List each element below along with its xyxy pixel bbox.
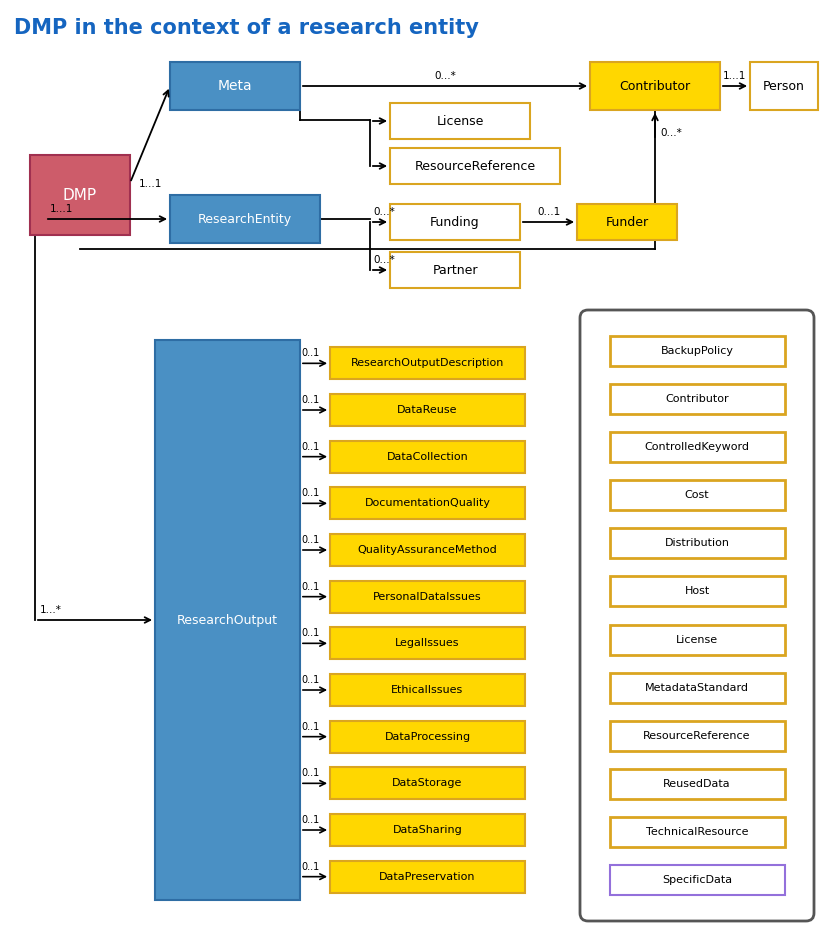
FancyBboxPatch shape <box>330 674 525 706</box>
Text: 0...*: 0...* <box>373 207 395 217</box>
FancyBboxPatch shape <box>330 628 525 659</box>
Text: ResearchOutput: ResearchOutput <box>177 613 278 627</box>
Text: SpecificData: SpecificData <box>662 875 732 885</box>
Text: DataStorage: DataStorage <box>392 779 463 788</box>
FancyBboxPatch shape <box>610 336 785 366</box>
Text: Distribution: Distribution <box>664 538 729 549</box>
Text: Host: Host <box>685 586 710 597</box>
Text: Meta: Meta <box>218 79 252 93</box>
FancyBboxPatch shape <box>610 720 785 750</box>
Text: DataPreservation: DataPreservation <box>379 871 476 882</box>
FancyBboxPatch shape <box>390 148 560 184</box>
FancyBboxPatch shape <box>610 384 785 414</box>
Text: EthicalIssues: EthicalIssues <box>392 685 463 695</box>
FancyBboxPatch shape <box>750 62 818 110</box>
Text: 0..1: 0..1 <box>301 721 319 732</box>
Text: 0..1: 0..1 <box>301 535 319 545</box>
FancyBboxPatch shape <box>330 534 525 566</box>
Text: DMP in the context of a research entity: DMP in the context of a research entity <box>14 18 479 38</box>
Text: ResourceReference: ResourceReference <box>643 731 751 741</box>
Text: Contributor: Contributor <box>665 394 729 404</box>
Text: 0..1: 0..1 <box>301 395 319 405</box>
Text: Funding: Funding <box>430 216 480 229</box>
Text: 1...1: 1...1 <box>724 71 747 81</box>
FancyBboxPatch shape <box>330 581 525 613</box>
FancyBboxPatch shape <box>610 480 785 510</box>
Text: License: License <box>436 114 484 128</box>
FancyBboxPatch shape <box>390 252 520 288</box>
Text: BackupPolicy: BackupPolicy <box>661 346 733 356</box>
Text: Person: Person <box>763 80 805 93</box>
Text: 1...1: 1...1 <box>50 204 74 214</box>
FancyBboxPatch shape <box>30 155 130 235</box>
FancyBboxPatch shape <box>610 432 785 462</box>
FancyBboxPatch shape <box>330 441 525 473</box>
Text: Funder: Funder <box>605 216 648 229</box>
FancyBboxPatch shape <box>390 103 530 139</box>
FancyBboxPatch shape <box>390 204 520 240</box>
FancyBboxPatch shape <box>330 394 525 426</box>
Text: MetadataStandard: MetadataStandard <box>645 683 749 692</box>
Text: 0...1: 0...1 <box>537 207 560 217</box>
Text: 0..1: 0..1 <box>301 675 319 685</box>
Text: 0...*: 0...* <box>373 255 395 265</box>
Text: 0..1: 0..1 <box>301 348 319 358</box>
FancyBboxPatch shape <box>330 767 525 799</box>
Text: 0..1: 0..1 <box>301 628 319 639</box>
Text: PersonalDataIssues: PersonalDataIssues <box>373 592 482 601</box>
Text: Contributor: Contributor <box>620 80 691 93</box>
Text: DocumentationQuality: DocumentationQuality <box>364 498 491 508</box>
Text: 0..1: 0..1 <box>301 442 319 452</box>
FancyBboxPatch shape <box>330 861 525 893</box>
Text: 0...*: 0...* <box>660 128 681 138</box>
FancyBboxPatch shape <box>155 340 300 900</box>
Text: ResourceReference: ResourceReference <box>415 159 535 173</box>
Text: Cost: Cost <box>685 491 710 500</box>
FancyBboxPatch shape <box>170 62 300 110</box>
Text: LegalIssues: LegalIssues <box>396 639 460 648</box>
FancyBboxPatch shape <box>610 865 785 895</box>
FancyBboxPatch shape <box>330 347 525 379</box>
Text: DataSharing: DataSharing <box>392 825 463 835</box>
Text: 0...*: 0...* <box>434 71 456 81</box>
FancyBboxPatch shape <box>590 62 720 110</box>
Text: ResearchOutputDescription: ResearchOutputDescription <box>351 358 504 369</box>
Text: ReusedData: ReusedData <box>663 779 731 789</box>
FancyBboxPatch shape <box>610 528 785 558</box>
FancyBboxPatch shape <box>330 720 525 752</box>
Text: DMP: DMP <box>63 188 97 203</box>
FancyBboxPatch shape <box>577 204 677 240</box>
FancyBboxPatch shape <box>330 488 525 520</box>
Text: 0..1: 0..1 <box>301 582 319 592</box>
FancyBboxPatch shape <box>580 310 814 921</box>
Text: QualityAssuranceMethod: QualityAssuranceMethod <box>358 545 497 555</box>
Text: ResearchEntity: ResearchEntity <box>198 213 292 225</box>
FancyBboxPatch shape <box>330 814 525 846</box>
FancyBboxPatch shape <box>610 769 785 799</box>
Text: Partner: Partner <box>432 264 477 277</box>
Text: ControlledKeyword: ControlledKeyword <box>644 442 749 452</box>
Text: 1...1: 1...1 <box>138 179 162 189</box>
FancyBboxPatch shape <box>610 817 785 847</box>
Text: License: License <box>676 634 718 644</box>
Text: 0..1: 0..1 <box>301 862 319 871</box>
FancyBboxPatch shape <box>610 577 785 607</box>
FancyBboxPatch shape <box>170 195 320 243</box>
Text: DataCollection: DataCollection <box>387 452 468 461</box>
Text: DataProcessing: DataProcessing <box>384 732 471 742</box>
Text: 0..1: 0..1 <box>301 815 319 825</box>
Text: 0..1: 0..1 <box>301 489 319 498</box>
FancyBboxPatch shape <box>610 625 785 655</box>
Text: TechnicalResource: TechnicalResource <box>646 827 748 837</box>
Text: 0..1: 0..1 <box>301 768 319 779</box>
Text: DataReuse: DataReuse <box>397 405 458 415</box>
Text: 1...*: 1...* <box>40 605 62 615</box>
FancyBboxPatch shape <box>610 673 785 703</box>
